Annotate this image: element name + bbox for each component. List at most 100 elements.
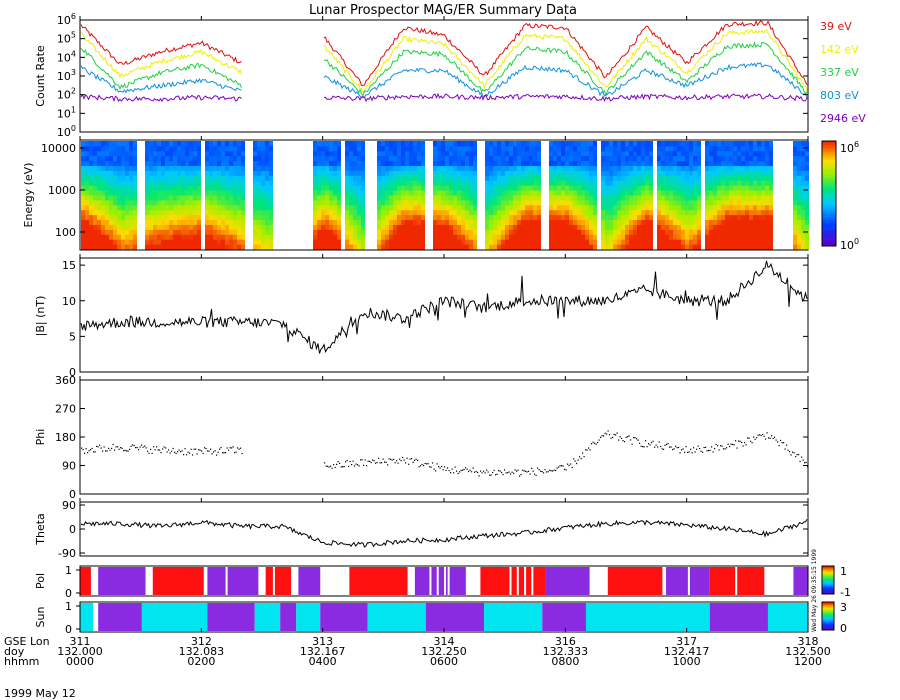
spectrogram-cell — [593, 160, 597, 167]
spectrogram-cell — [225, 141, 229, 147]
spectrogram-cell — [577, 155, 581, 162]
spectrogram-cell — [489, 175, 493, 181]
phi-point — [405, 462, 407, 464]
spectrogram-cell — [689, 229, 693, 235]
phi-point — [208, 450, 210, 452]
spectrogram-cell — [441, 199, 445, 206]
spectrogram-cell — [681, 185, 685, 191]
spectrogram-cell — [173, 150, 177, 157]
spectrogram-cell — [713, 190, 717, 196]
spectrogram-cell — [721, 199, 725, 206]
spectrogram-cell — [205, 180, 209, 186]
spectrogram-cell — [417, 219, 421, 225]
spectrogram-cell — [81, 190, 85, 196]
spectrogram-cell — [225, 234, 229, 240]
spectrogram-cell — [633, 165, 637, 171]
spectrogram-cell — [409, 145, 413, 152]
spectrogram-cell — [757, 209, 761, 216]
spectrogram-cell — [549, 229, 553, 235]
spectrogram-cell — [505, 145, 509, 152]
spectrogram-cell — [433, 160, 437, 167]
spectrogram-cell — [153, 219, 157, 225]
spectrogram-cell — [573, 229, 577, 235]
spectrogram-cell — [697, 180, 701, 186]
spectrogram-cell — [665, 195, 669, 201]
spectrogram-cell — [401, 199, 405, 206]
phi-point — [489, 474, 491, 476]
spectrogram-cell — [805, 219, 809, 225]
spectrogram-cell — [613, 195, 617, 201]
spectrogram-cell — [697, 219, 701, 225]
spectrogram-cell — [405, 199, 409, 206]
spectrogram-cell — [473, 155, 477, 162]
spectrogram-cell — [401, 165, 405, 171]
spectrogram-cell — [317, 185, 321, 191]
spectrogram-cell — [97, 219, 101, 225]
spectrogram-cell — [685, 234, 689, 240]
spectrogram-cell — [505, 170, 509, 176]
spectrogram-cell — [417, 204, 421, 211]
spectrogram-cell — [713, 209, 717, 216]
phi-point — [388, 458, 390, 460]
spectrogram-cell — [393, 199, 397, 206]
spectrogram-cell — [573, 180, 577, 186]
phi-point — [420, 465, 422, 467]
spectrogram-cell — [325, 155, 329, 162]
spectrogram-cell — [325, 209, 329, 216]
spectrogram-cell — [333, 165, 337, 171]
phi-point — [400, 459, 402, 462]
phi-point — [210, 448, 212, 450]
spectrogram-cell — [565, 195, 569, 201]
spectrogram-cell — [617, 145, 621, 152]
spectrogram-cell — [113, 145, 117, 152]
spectrogram-cell — [505, 209, 509, 216]
phi-point — [427, 463, 429, 465]
spectrogram-cell — [437, 180, 441, 186]
spectrogram-cell — [449, 239, 453, 245]
spectrogram-cell — [505, 199, 509, 206]
spectrogram-cell — [725, 190, 729, 196]
phi-point — [466, 468, 468, 470]
spectrogram-cell — [161, 224, 165, 230]
phi-point — [568, 464, 570, 467]
spectrogram-cell — [85, 234, 89, 240]
spectrogram-cell — [589, 209, 593, 216]
phi-point — [741, 441, 743, 444]
spectrogram-cell — [517, 160, 521, 167]
x-tick-label: 132.000 — [57, 645, 103, 658]
spectrogram-cell — [337, 195, 341, 201]
spectrogram-cell — [177, 155, 181, 162]
phi-point — [225, 451, 227, 454]
spectrogram-cell — [549, 155, 553, 162]
spectrogram-cell — [453, 209, 457, 216]
spectrogram-cell — [677, 145, 681, 152]
spectrogram-cell — [553, 239, 557, 245]
spectrogram-cell — [457, 175, 461, 181]
spectrogram-cell — [709, 199, 713, 206]
spectrogram-cell — [221, 239, 225, 245]
spectrogram-cell — [337, 199, 341, 206]
spectrogram-cell — [313, 219, 317, 225]
spectrogram-cell — [733, 155, 737, 162]
spectrogram-cell — [729, 150, 733, 157]
spectrogram-cell — [553, 204, 557, 211]
spectrogram-cell — [89, 229, 93, 235]
phi-point — [780, 439, 782, 442]
spectrogram-cell — [585, 209, 589, 216]
spectrogram-cell — [489, 155, 493, 162]
state-bar — [367, 603, 426, 631]
spectrogram-cell — [117, 160, 121, 167]
spectrogram-cell — [469, 204, 473, 211]
spectrogram-cell — [393, 150, 397, 157]
spectrogram-cell — [505, 195, 509, 201]
spectrogram-cell — [617, 165, 621, 171]
spectrogram-cell — [569, 195, 573, 201]
spectrogram-cell — [317, 180, 321, 186]
phi-point — [144, 445, 146, 447]
phi-point — [484, 472, 486, 474]
spectrogram-cell — [229, 185, 233, 191]
spectrogram-cell — [761, 175, 765, 181]
spectrogram-cell — [673, 234, 677, 240]
spectrogram-cell — [713, 145, 717, 152]
spectrogram-cell — [413, 141, 417, 147]
